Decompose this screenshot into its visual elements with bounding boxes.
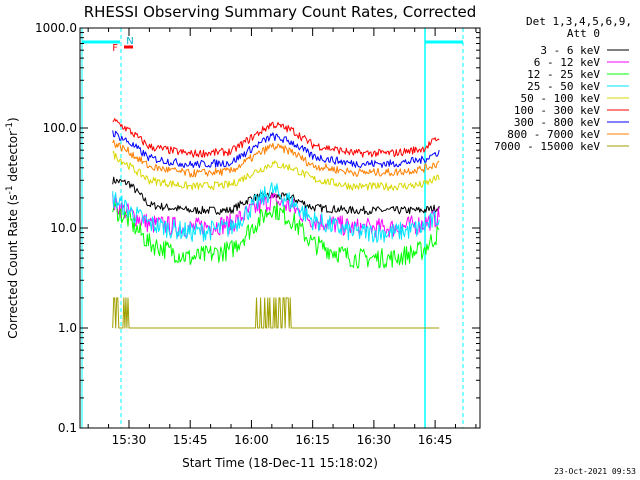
x-tick-label: 16:15 [295,433,330,447]
y-tick-label: 100.0 [43,121,77,135]
series-line-4 [112,150,440,191]
chart-title: RHESSI Observing Summary Count Rates, Co… [84,3,477,21]
legend-label: 800 - 7000 keV [507,128,600,141]
series-line-0 [112,176,440,215]
legend-header-1: Det 1,3,4,5,6,9, [526,15,632,28]
series-line-5 [112,118,440,158]
y-tick-label: 1.0 [58,321,77,335]
legend-header-2: Att 0 [567,27,600,40]
flag-N: N [126,36,133,47]
y-tick-label: 10.0 [50,221,77,235]
flag-F: F [112,43,118,54]
series-line-7 [112,139,440,178]
series-line-2 [112,201,440,269]
timestamp: 23-Oct-2021 09:53 [554,467,636,476]
x-tick-label: 16:30 [357,433,392,447]
series-line-6 [112,130,440,169]
x-tick-label: 16:45 [418,433,453,447]
y-tick-label: 0.1 [58,421,77,435]
x-axis-label: Start Time (18-Dec-11 15:18:02) [182,456,378,470]
x-tick-label: 16:00 [234,433,269,447]
legend-label: 300 - 800 keV [514,116,600,129]
y-tick-label: 1000.0 [35,21,77,35]
legend-label: 25 - 50 keV [527,80,600,93]
y-axis-label: Corrected Count Rate (s-1 detector-1) [5,117,20,338]
legend-label: 3 - 6 keV [540,44,600,57]
series-line-8 [112,297,440,329]
x-tick-label: 15:30 [112,433,147,447]
series-line-3 [112,182,440,243]
x-tick-label: 15:45 [173,433,208,447]
legend-label: 7000 - 15000 keV [494,140,600,153]
legend-label: 100 - 300 keV [514,104,600,117]
legend-label: 12 - 25 keV [527,68,600,81]
legend-label: 50 - 100 keV [521,92,601,105]
legend-label: 6 - 12 keV [534,56,601,69]
